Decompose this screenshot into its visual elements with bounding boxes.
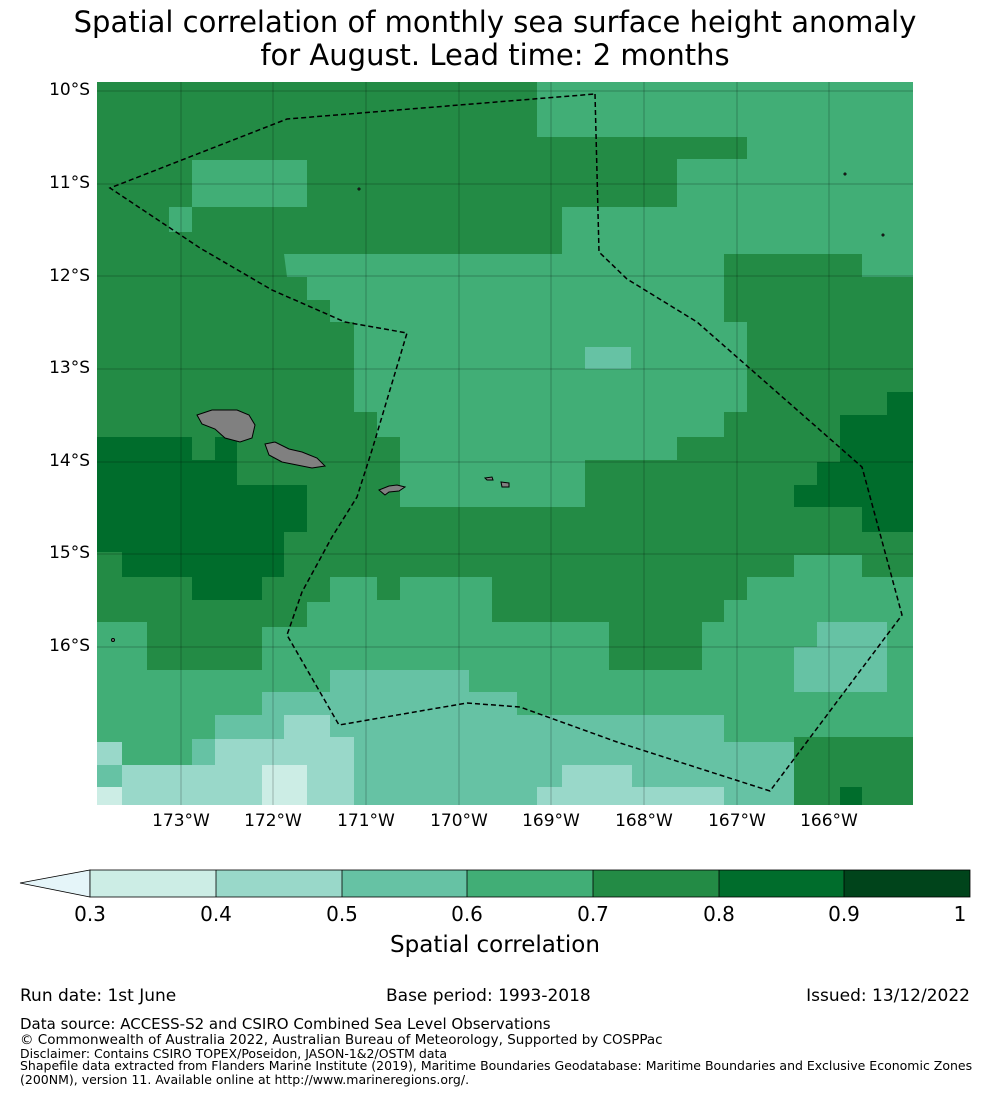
colorbar-tick-6: 0.9: [828, 902, 860, 926]
colorbar-bin-4: [593, 870, 719, 897]
colorbar-bin-1: [216, 870, 342, 897]
lat-label-13s: 13°S: [49, 358, 90, 378]
lat-label-14s: 14°S: [49, 451, 90, 471]
lat-label-10s: 10°S: [49, 80, 90, 100]
correlation-cells: [97, 82, 913, 805]
colorbar-bin-0: [90, 870, 216, 897]
island-upolu: [264, 441, 327, 469]
colorbar-bin-2: [342, 870, 467, 897]
colorbar: [19, 869, 971, 898]
colorbar-tick-3: 0.6: [451, 902, 483, 926]
base-period: Base period: 1993-2018: [386, 986, 591, 1006]
lon-label-172w: 172°W: [244, 811, 302, 831]
lat-label-16s: 16°S: [49, 636, 90, 656]
map-gridlines: [97, 82, 913, 805]
issued-date: Issued: 13/12/2022: [806, 986, 970, 1006]
lon-label-167w: 167°W: [708, 811, 766, 831]
chart-title-line2: for August. Lead time: 2 months: [260, 38, 730, 72]
colorbar-bin-6: [844, 870, 970, 897]
shapefile-credit-2: (200NM), version 11. Available online at…: [20, 1072, 470, 1087]
eez-boundary: [108, 93, 903, 792]
colorbar-tick-2: 0.5: [326, 902, 358, 926]
lon-label-170w: 170°W: [430, 811, 488, 831]
colorbar-bin-3: [467, 870, 593, 897]
lon-label-173w: 173°W: [152, 811, 210, 831]
correlation-map: [97, 82, 913, 805]
data-source: Data source: ACCESS-S2 and CSIRO Combine…: [20, 1015, 551, 1033]
run-date: Run date: 1st June: [20, 986, 177, 1006]
island-savaii: [196, 409, 256, 443]
island-tutuila: [378, 484, 407, 496]
colorbar-title: Spatial correlation: [390, 932, 600, 958]
lat-label-15s: 15°S: [49, 543, 90, 563]
shapefile-credit-1: Shapefile data extracted from Flanders M…: [20, 1058, 973, 1073]
colorbar-tick-1: 0.4: [200, 902, 232, 926]
colorbar-bin-5: [719, 870, 844, 897]
copyright: © Commonwealth of Australia 2022, Austra…: [20, 1032, 663, 1048]
lon-label-171w: 171°W: [337, 811, 395, 831]
disclaimer: Disclaimer: Contains CSIRO TOPEX/Poseido…: [20, 1046, 448, 1061]
colorbar-tick-4: 0.7: [577, 902, 609, 926]
land-islands: [111, 172, 885, 642]
colorbar-extend-arrow: [19, 869, 91, 898]
colorbar-tick-0: 0.3: [74, 902, 106, 926]
lon-label-169w: 169°W: [522, 811, 580, 831]
chart-title-line1: Spatial correlation of monthly sea surfa…: [73, 5, 917, 39]
lat-label-12s: 12°S: [49, 266, 90, 286]
lon-label-166w: 166°W: [800, 811, 858, 831]
island-manua: [483, 476, 510, 488]
lat-label-11s: 11°S: [49, 173, 90, 193]
lon-label-168w: 168°W: [615, 811, 673, 831]
colorbar-tick-7: 1: [953, 902, 967, 926]
colorbar-tick-5: 0.8: [703, 902, 735, 926]
